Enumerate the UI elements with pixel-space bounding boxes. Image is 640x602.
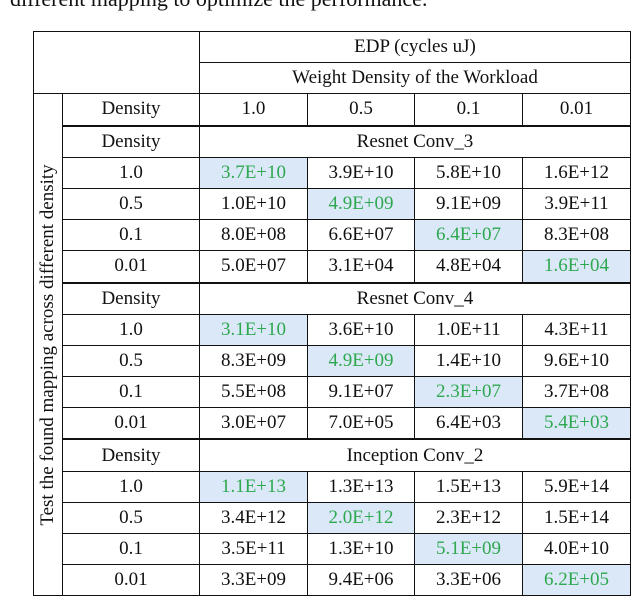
- highlighted-value-cell: 3.1E+10: [199, 313, 308, 346]
- section-title: Inception Conv_2: [199, 438, 631, 472]
- row-density: 0.1: [62, 219, 200, 252]
- value-cell: 1.3E+10: [307, 532, 415, 566]
- value-cell: 7.0E+05: [307, 407, 415, 440]
- table-row: 1.0 3.7E+10 3.9E+10 5.8E+10 1.6E+12: [34, 156, 631, 189]
- table-row: 1.0 3.1E+10 3.6E+10 1.0E+11 4.3E+11: [34, 313, 631, 346]
- edp-header: EDP (cycles uJ): [199, 30, 631, 64]
- highlighted-value-cell: 6.2E+05: [522, 564, 631, 597]
- value-cell: 8.3E+09: [199, 344, 308, 378]
- table-row: 0.5 8.3E+09 4.9E+09 1.4E+10 9.6E+10: [34, 344, 631, 378]
- value-cell: 4.0E+10: [522, 532, 631, 566]
- corner-cell: [33, 30, 200, 95]
- value-cell: 2.3E+12: [414, 501, 523, 535]
- row-density: 0.01: [62, 250, 200, 283]
- table-row: 0.1 5.5E+08 9.1E+07 2.3E+07 3.7E+08: [34, 376, 631, 409]
- section-header-row: Density Resnet Conv_3: [34, 124, 631, 158]
- value-cell: 3.3E+09: [199, 564, 308, 597]
- column-header: 0.01: [522, 93, 631, 127]
- density-header-label: Density: [62, 93, 200, 127]
- edp-table: EDP (cycles uJ) Weight Density of the Wo…: [33, 30, 631, 597]
- value-cell: 8.0E+08: [199, 219, 308, 252]
- value-cell: 1.5E+14: [522, 501, 631, 535]
- column-header: 0.5: [307, 93, 415, 127]
- row-density: 1.0: [62, 156, 200, 189]
- highlighted-value-cell: 1.1E+13: [199, 470, 308, 503]
- column-header: 0.1: [414, 93, 523, 127]
- highlighted-value-cell: 5.4E+03: [522, 407, 631, 440]
- table-row: 1.0 1.1E+13 1.3E+13 1.5E+13 5.9E+14: [34, 470, 631, 503]
- value-cell: 3.6E+10: [307, 313, 415, 346]
- section-title: Resnet Conv_3: [199, 124, 631, 158]
- caption-text: different mapping to optimize the perfor…: [10, 0, 427, 12]
- table-row: 0.1 8.0E+08 6.6E+07 6.4E+07 8.3E+08: [34, 219, 631, 252]
- value-cell: 9.4E+06: [307, 564, 415, 597]
- column-header: 1.0: [199, 93, 308, 127]
- value-cell: 3.9E+11: [522, 187, 631, 221]
- row-density: 0.5: [62, 501, 200, 535]
- section-header-row: Density Resnet Conv_4: [34, 281, 631, 315]
- value-cell: 1.5E+13: [414, 470, 523, 503]
- value-cell: 8.3E+08: [522, 219, 631, 252]
- highlighted-value-cell: 2.3E+07: [414, 376, 523, 409]
- row-density: 0.01: [62, 407, 200, 440]
- value-cell: 4.8E+04: [414, 250, 523, 283]
- table-row: 0.1 3.5E+11 1.3E+10 5.1E+09 4.0E+10: [34, 532, 631, 566]
- value-cell: 3.0E+07: [199, 407, 308, 440]
- value-cell: 3.7E+08: [522, 376, 631, 409]
- table-row: 0.01 3.3E+09 9.4E+06 3.3E+06 6.2E+05: [34, 564, 631, 597]
- highlighted-value-cell: 4.9E+09: [307, 344, 415, 378]
- section-header-row: Density Inception Conv_2: [34, 438, 631, 472]
- value-cell: 3.1E+04: [307, 250, 415, 283]
- section-title: Resnet Conv_4: [199, 281, 631, 315]
- value-cell: 3.3E+06: [414, 564, 523, 597]
- value-cell: 1.6E+12: [522, 156, 631, 189]
- row-density: 1.0: [62, 313, 200, 346]
- highlighted-value-cell: 3.7E+10: [199, 156, 308, 189]
- row-density: 0.5: [62, 187, 200, 221]
- value-cell: 9.6E+10: [522, 344, 631, 378]
- row-density: 0.01: [62, 564, 200, 597]
- row-density: 0.1: [62, 376, 200, 409]
- value-cell: 1.0E+10: [199, 187, 308, 221]
- highlighted-value-cell: 5.1E+09: [414, 532, 523, 566]
- value-cell: 4.3E+11: [522, 313, 631, 346]
- table-row: 0.5 3.4E+12 2.0E+12 2.3E+12 1.5E+14: [34, 501, 631, 535]
- highlighted-value-cell: 6.4E+07: [414, 219, 523, 252]
- section-density-label: Density: [62, 438, 200, 472]
- table-row: 0.5 1.0E+10 4.9E+09 9.1E+09 3.9E+11: [34, 187, 631, 221]
- highlighted-value-cell: 2.0E+12: [307, 501, 415, 535]
- value-cell: 5.0E+07: [199, 250, 308, 283]
- value-cell: 9.1E+07: [307, 376, 415, 409]
- highlighted-value-cell: 1.6E+04: [522, 250, 631, 283]
- value-cell: 5.8E+10: [414, 156, 523, 189]
- side-label-cell: Test the found mapping across different …: [33, 93, 63, 597]
- value-cell: 3.4E+12: [199, 501, 308, 535]
- side-label: Test the found mapping across different …: [37, 164, 58, 526]
- row-density: 0.1: [62, 532, 200, 566]
- value-cell: 5.5E+08: [199, 376, 308, 409]
- table-row: 0.01 5.0E+07 3.1E+04 4.8E+04 1.6E+04: [34, 250, 631, 283]
- value-cell: 1.3E+13: [307, 470, 415, 503]
- value-cell: 3.5E+11: [199, 532, 308, 566]
- value-cell: 6.4E+03: [414, 407, 523, 440]
- value-cell: 6.6E+07: [307, 219, 415, 252]
- value-cell: 1.0E+11: [414, 313, 523, 346]
- table-row: 0.01 3.0E+07 7.0E+05 6.4E+03 5.4E+03: [34, 407, 631, 440]
- value-cell: 1.4E+10: [414, 344, 523, 378]
- value-cell: 3.9E+10: [307, 156, 415, 189]
- highlighted-value-cell: 4.9E+09: [307, 187, 415, 221]
- section-density-label: Density: [62, 281, 200, 315]
- weight-density-header: Weight Density of the Workload: [199, 62, 631, 95]
- value-cell: 5.9E+14: [522, 470, 631, 503]
- value-cell: 9.1E+09: [414, 187, 523, 221]
- row-density: 0.5: [62, 344, 200, 378]
- row-density: 1.0: [62, 470, 200, 503]
- section-density-label: Density: [62, 124, 200, 158]
